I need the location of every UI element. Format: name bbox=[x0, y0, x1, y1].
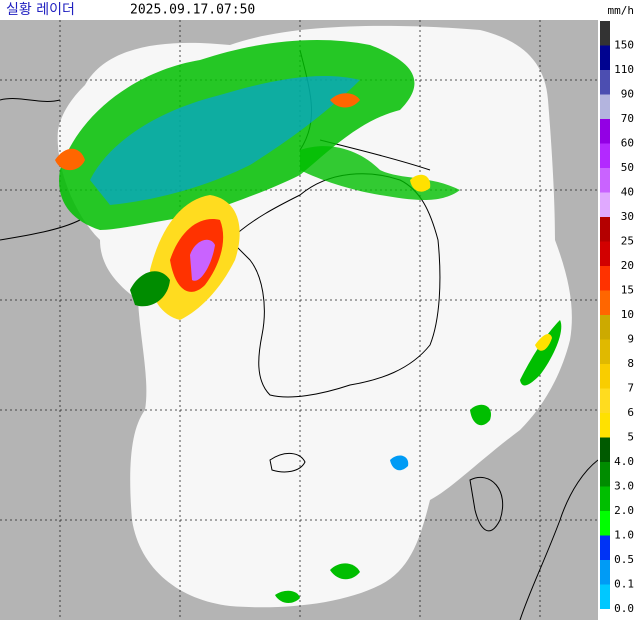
legend-swatch bbox=[600, 241, 610, 266]
legend-label: 40 bbox=[621, 186, 634, 199]
legend-label: 3.0 bbox=[614, 480, 634, 493]
legend-swatch bbox=[600, 339, 610, 364]
legend-label: 110 bbox=[614, 63, 634, 76]
legend-label: 50 bbox=[621, 161, 634, 174]
map bbox=[0, 20, 599, 620]
legend-label: 70 bbox=[621, 112, 634, 125]
legend-swatch bbox=[600, 584, 610, 609]
legend-swatch bbox=[600, 315, 610, 340]
legend-swatch bbox=[600, 45, 610, 70]
legend-swatch bbox=[600, 437, 610, 462]
legend-swatch bbox=[600, 192, 610, 217]
legend-swatch bbox=[600, 535, 610, 560]
legend-label: 90 bbox=[621, 88, 634, 101]
legend-label: 150 bbox=[614, 39, 634, 52]
legend-label: 9 bbox=[627, 333, 634, 346]
legend-label: 10 bbox=[621, 308, 634, 321]
legend-label: 2.0 bbox=[614, 504, 634, 517]
legend-label: 60 bbox=[621, 137, 634, 150]
legend-label: 25 bbox=[621, 235, 634, 248]
legend-label: 15 bbox=[621, 284, 634, 297]
legend-label: 0.1 bbox=[614, 578, 634, 591]
legend-label: 30 bbox=[621, 210, 634, 223]
legend: 150 110 90 70 60 50 40 30 25 20 15 10 9 8 7 6 5 4.0 3.0 2.0… bbox=[598, 20, 635, 620]
legend-label: 0.0 bbox=[614, 602, 634, 615]
legend-label: 20 bbox=[621, 259, 634, 272]
title: 실황 레이더 bbox=[6, 2, 75, 18]
legend-label: 7 bbox=[627, 382, 634, 395]
legend-swatch bbox=[600, 168, 610, 193]
legend-swatch bbox=[600, 511, 610, 536]
precipitation bbox=[55, 40, 562, 604]
legend-swatch bbox=[600, 560, 610, 585]
legend-swatch bbox=[600, 413, 610, 438]
legend-label: 8 bbox=[627, 357, 634, 370]
legend-swatch bbox=[600, 388, 610, 413]
legend-swatch bbox=[600, 486, 610, 511]
legend-swatch bbox=[600, 266, 610, 291]
legend-label: 1.0 bbox=[614, 529, 634, 542]
legend-label: 5 bbox=[627, 431, 634, 444]
legend-swatch bbox=[600, 462, 610, 487]
legend-label: 4.0 bbox=[614, 455, 634, 468]
legend-swatch bbox=[600, 119, 610, 144]
legend-swatch bbox=[600, 21, 610, 46]
legend-swatch bbox=[600, 143, 610, 168]
legend-swatch bbox=[600, 217, 610, 242]
legend-swatch bbox=[600, 364, 610, 389]
legend-label: 0.5 bbox=[614, 553, 634, 566]
legend-label: 6 bbox=[627, 406, 634, 419]
timestamp: 2025.09.17.07:50 bbox=[130, 3, 255, 18]
legend-unit: mm/h bbox=[608, 4, 635, 17]
legend-swatch bbox=[600, 290, 610, 315]
legend-swatch bbox=[600, 94, 610, 119]
legend-swatch bbox=[600, 70, 610, 95]
